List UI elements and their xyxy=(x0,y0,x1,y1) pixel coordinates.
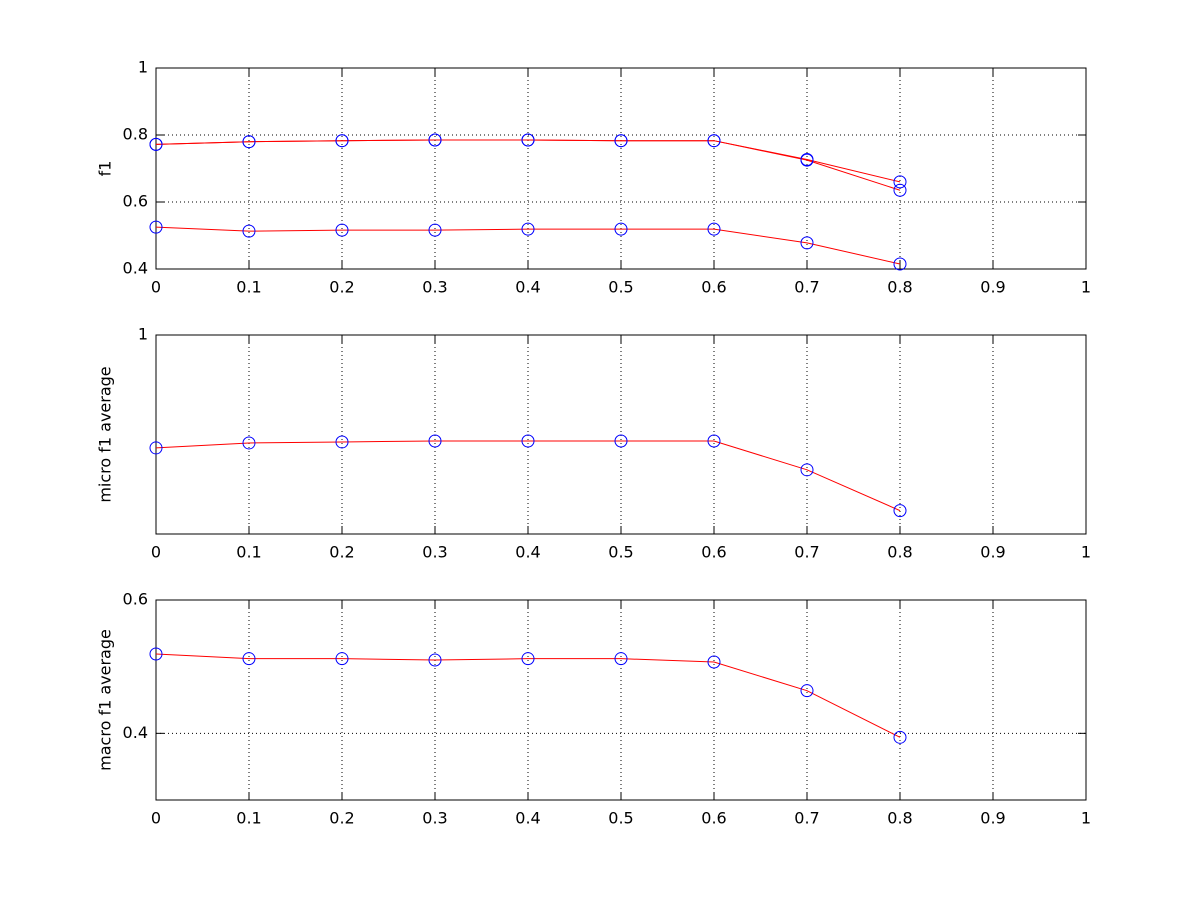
x-tick-label: 0.4 xyxy=(515,543,540,562)
marker xyxy=(242,135,256,149)
x-tick-label: 0.1 xyxy=(236,278,261,297)
marker xyxy=(521,652,535,666)
x-tick-label: 0 xyxy=(151,278,161,297)
marker xyxy=(242,652,256,666)
marker xyxy=(707,134,721,148)
x-tick-label: 0.2 xyxy=(329,543,354,562)
axes-box xyxy=(155,334,1087,535)
marker xyxy=(149,220,163,234)
y-tick-label: 0.6 xyxy=(123,192,148,211)
y-tick-label: 0.8 xyxy=(123,125,148,144)
y-tick-label: 0.6 xyxy=(123,590,148,609)
marker xyxy=(242,224,256,238)
x-tick-label: 0.2 xyxy=(329,278,354,297)
marker xyxy=(428,223,442,237)
y-axis-label: macro f1 average xyxy=(96,629,115,771)
x-tick-label: 0 xyxy=(151,543,161,562)
x-tick-label: 0.5 xyxy=(608,278,633,297)
x-tick-label: 0.8 xyxy=(887,278,912,297)
x-tick-label: 0.4 xyxy=(515,809,540,828)
x-tick-label: 0.3 xyxy=(422,543,447,562)
marker xyxy=(707,655,721,669)
y-tick-label: 0.4 xyxy=(123,723,148,742)
x-tick-label: 0 xyxy=(151,809,161,828)
marker xyxy=(149,137,163,151)
x-tick-label: 1 xyxy=(1081,278,1091,297)
series-line xyxy=(155,226,901,265)
y-axis-label: f1 xyxy=(96,161,115,177)
marker xyxy=(428,434,442,448)
x-tick-label: 0.7 xyxy=(794,809,819,828)
marker xyxy=(800,684,814,698)
marker xyxy=(521,434,535,448)
marker xyxy=(614,652,628,666)
marker xyxy=(521,133,535,147)
x-tick-label: 0.6 xyxy=(701,278,726,297)
marker xyxy=(614,434,628,448)
marker xyxy=(428,653,442,667)
marker xyxy=(149,441,163,455)
marker xyxy=(893,175,907,189)
x-tick-label: 0.5 xyxy=(608,809,633,828)
axes-box xyxy=(155,599,1087,801)
x-tick-label: 0.3 xyxy=(422,809,447,828)
axes-box xyxy=(155,67,1087,270)
y-tick-label: 1 xyxy=(138,325,148,344)
marker xyxy=(614,222,628,236)
x-tick-label: 1 xyxy=(1081,543,1091,562)
marker xyxy=(335,652,349,666)
marker xyxy=(707,434,721,448)
x-tick-label: 0.8 xyxy=(887,543,912,562)
x-tick-label: 0.6 xyxy=(701,809,726,828)
x-tick-label: 0.1 xyxy=(236,543,261,562)
x-tick-label: 0.9 xyxy=(980,278,1005,297)
marker xyxy=(335,134,349,148)
x-tick-label: 0.7 xyxy=(794,543,819,562)
x-tick-label: 0.9 xyxy=(980,543,1005,562)
series-line xyxy=(155,440,901,512)
x-tick-label: 0.5 xyxy=(608,543,633,562)
marker xyxy=(614,134,628,148)
y-tick-label: 0.4 xyxy=(123,259,148,278)
marker xyxy=(893,504,907,518)
x-tick-label: 0.7 xyxy=(794,278,819,297)
marker xyxy=(521,222,535,236)
marker xyxy=(707,222,721,236)
x-tick-label: 1 xyxy=(1081,809,1091,828)
series-line xyxy=(155,139,901,191)
x-tick-label: 0.4 xyxy=(515,278,540,297)
marker xyxy=(335,435,349,449)
marker xyxy=(149,647,163,661)
x-tick-label: 0.1 xyxy=(236,809,261,828)
marker xyxy=(800,236,814,250)
marker xyxy=(893,257,907,271)
x-tick-label: 0.6 xyxy=(701,543,726,562)
y-axis-label: micro f1 average xyxy=(96,366,115,502)
marker xyxy=(242,436,256,450)
marker xyxy=(800,153,814,167)
x-tick-label: 0.8 xyxy=(887,809,912,828)
x-tick-label: 0.3 xyxy=(422,278,447,297)
marker xyxy=(335,223,349,237)
marker xyxy=(428,133,442,147)
y-tick-label: 1 xyxy=(138,58,148,77)
marker xyxy=(893,183,907,197)
series-line xyxy=(155,653,901,738)
marker xyxy=(893,730,907,744)
x-tick-label: 0.9 xyxy=(980,809,1005,828)
marker xyxy=(800,463,814,477)
x-tick-label: 0.2 xyxy=(329,809,354,828)
